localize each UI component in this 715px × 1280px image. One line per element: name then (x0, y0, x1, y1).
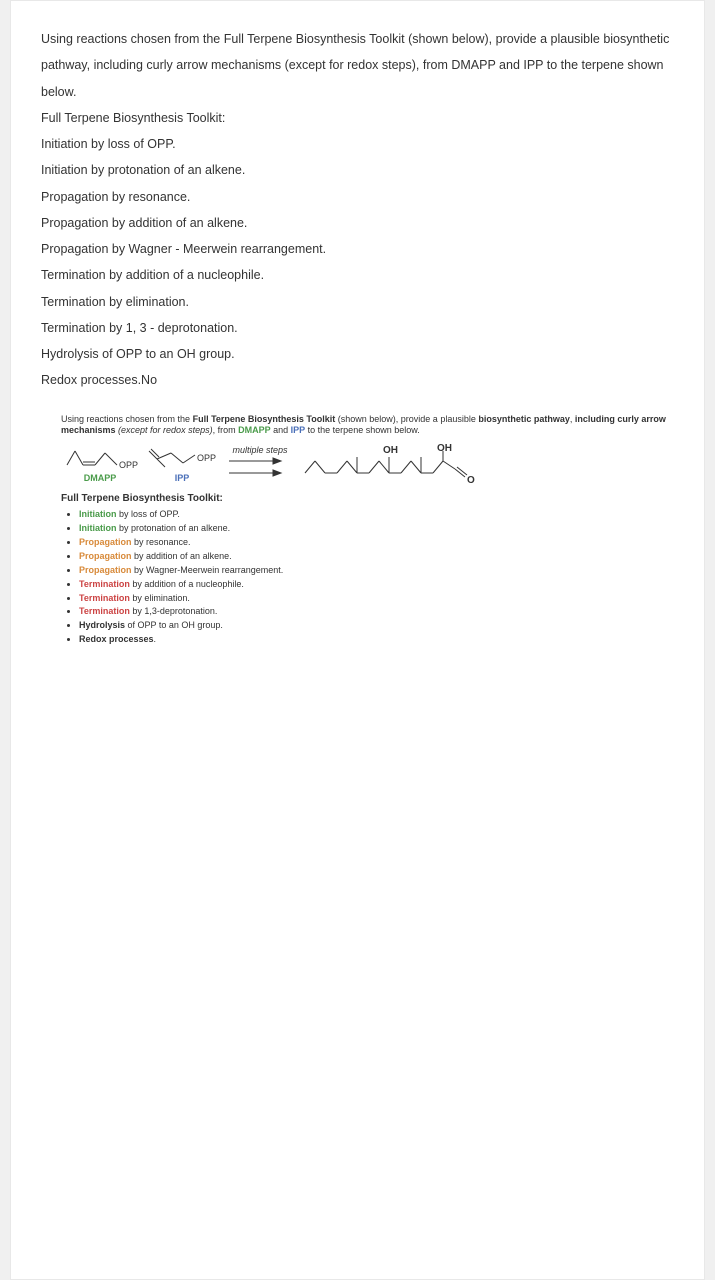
embedded-question-image: Using reactions chosen from the Full Ter… (61, 414, 674, 648)
multiple-steps-arrow: multiple steps (225, 443, 295, 479)
toolkit-item: Propagation by addition of an alkene. (79, 550, 674, 564)
toolkit-heading: Full Terpene Biosynthesis Toolkit: (41, 105, 674, 131)
t-bold2: biosynthetic pathway (478, 414, 570, 424)
t-mid3: , from (213, 425, 239, 435)
embedded-title: Using reactions chosen from the Full Ter… (61, 414, 674, 437)
oh-label-1: OH (383, 445, 398, 456)
reaction-scheme: OPP DMAPP OPP IPP (61, 443, 674, 485)
document-page: Using reactions chosen from the Full Ter… (10, 0, 705, 1280)
main-question-text: Using reactions chosen from the Full Ter… (41, 26, 674, 394)
toolkit-item: Termination by addition of a nucleophile… (79, 578, 674, 592)
toolkit-line-5: Termination by addition of a nucleophile… (41, 262, 674, 288)
rest: . (154, 634, 157, 644)
kw: Propagation (79, 565, 132, 575)
toolkit-item: Propagation by Wagner-Meerwein rearrange… (79, 564, 674, 578)
toolkit-item: Propagation by resonance. (79, 536, 674, 550)
ipp-label: IPP (143, 473, 221, 483)
t-green: DMAPP (238, 425, 271, 435)
t-prefix: Using reactions chosen from the (61, 414, 193, 424)
rest: by resonance. (132, 537, 191, 547)
toolkit-item: Redox processes. (79, 633, 674, 647)
toolkit-item: Initiation by protonation of an alkene. (79, 522, 674, 536)
toolkit-line-9: Redox processes.No (41, 367, 674, 393)
toolkit-line-8: Hydrolysis of OPP to an OH group. (41, 341, 674, 367)
kw: Initiation (79, 509, 117, 519)
t-bold1: Full Terpene Biosynthesis Toolkit (193, 414, 336, 424)
oh-label-2: OH (437, 443, 452, 454)
kw: Initiation (79, 523, 117, 533)
embedded-toolkit-header: Full Terpene Biosynthesis Toolkit: (61, 493, 674, 504)
kw: Propagation (79, 551, 132, 561)
dmapp-structure: OPP DMAPP (61, 443, 139, 483)
toolkit-line-1: Initiation by protonation of an alkene. (41, 157, 674, 183)
t-end: to the terpene shown below. (305, 425, 420, 435)
t-blue: IPP (291, 425, 306, 435)
embedded-toolkit-list: Initiation by loss of OPP. Initiation by… (79, 508, 674, 647)
toolkit-line-3: Propagation by addition of an alkene. (41, 210, 674, 236)
rest: by addition of a nucleophile. (130, 579, 244, 589)
rest: by addition of an alkene. (132, 551, 232, 561)
question-paragraph: Using reactions chosen from the Full Ter… (41, 26, 674, 105)
toolkit-line-7: Termination by 1, 3 - deprotonation. (41, 315, 674, 341)
toolkit-line-2: Propagation by resonance. (41, 184, 674, 210)
toolkit-item: Termination by elimination. (79, 592, 674, 606)
kw: Termination (79, 593, 130, 603)
t-mid1: (shown below), provide a plausible (335, 414, 478, 424)
t-and: and (271, 425, 291, 435)
kw: Redox processes (79, 634, 154, 644)
o-label: O (467, 475, 475, 485)
ipp-structure: OPP IPP (143, 443, 221, 483)
kw: Hydrolysis (79, 620, 125, 630)
rest: of OPP to an OH group. (125, 620, 223, 630)
toolkit-item: Termination by 1,3-deprotonation. (79, 605, 674, 619)
opp-label-1: OPP (119, 460, 138, 470)
multiple-steps-label: multiple steps (225, 445, 295, 455)
rest: by 1,3-deprotonation. (130, 606, 218, 616)
toolkit-line-6: Termination by elimination. (41, 289, 674, 315)
dmapp-label: DMAPP (61, 473, 139, 483)
kw: Termination (79, 579, 130, 589)
rest: by Wagner-Meerwein rearrangement. (132, 565, 284, 575)
kw: Propagation (79, 537, 132, 547)
rest: by protonation of an alkene. (117, 523, 231, 533)
toolkit-line-0: Initiation by loss of OPP. (41, 131, 674, 157)
kw: Termination (79, 606, 130, 616)
rest: by loss of OPP. (117, 509, 180, 519)
opp-label-2: OPP (197, 453, 216, 463)
t-italic: (except for redox steps) (116, 425, 213, 435)
toolkit-item: Initiation by loss of OPP. (79, 508, 674, 522)
product-structure: OH OH O (299, 443, 499, 485)
toolkit-line-4: Propagation by Wagner - Meerwein rearran… (41, 236, 674, 262)
toolkit-item: Hydrolysis of OPP to an OH group. (79, 619, 674, 633)
rest: by elimination. (130, 593, 190, 603)
